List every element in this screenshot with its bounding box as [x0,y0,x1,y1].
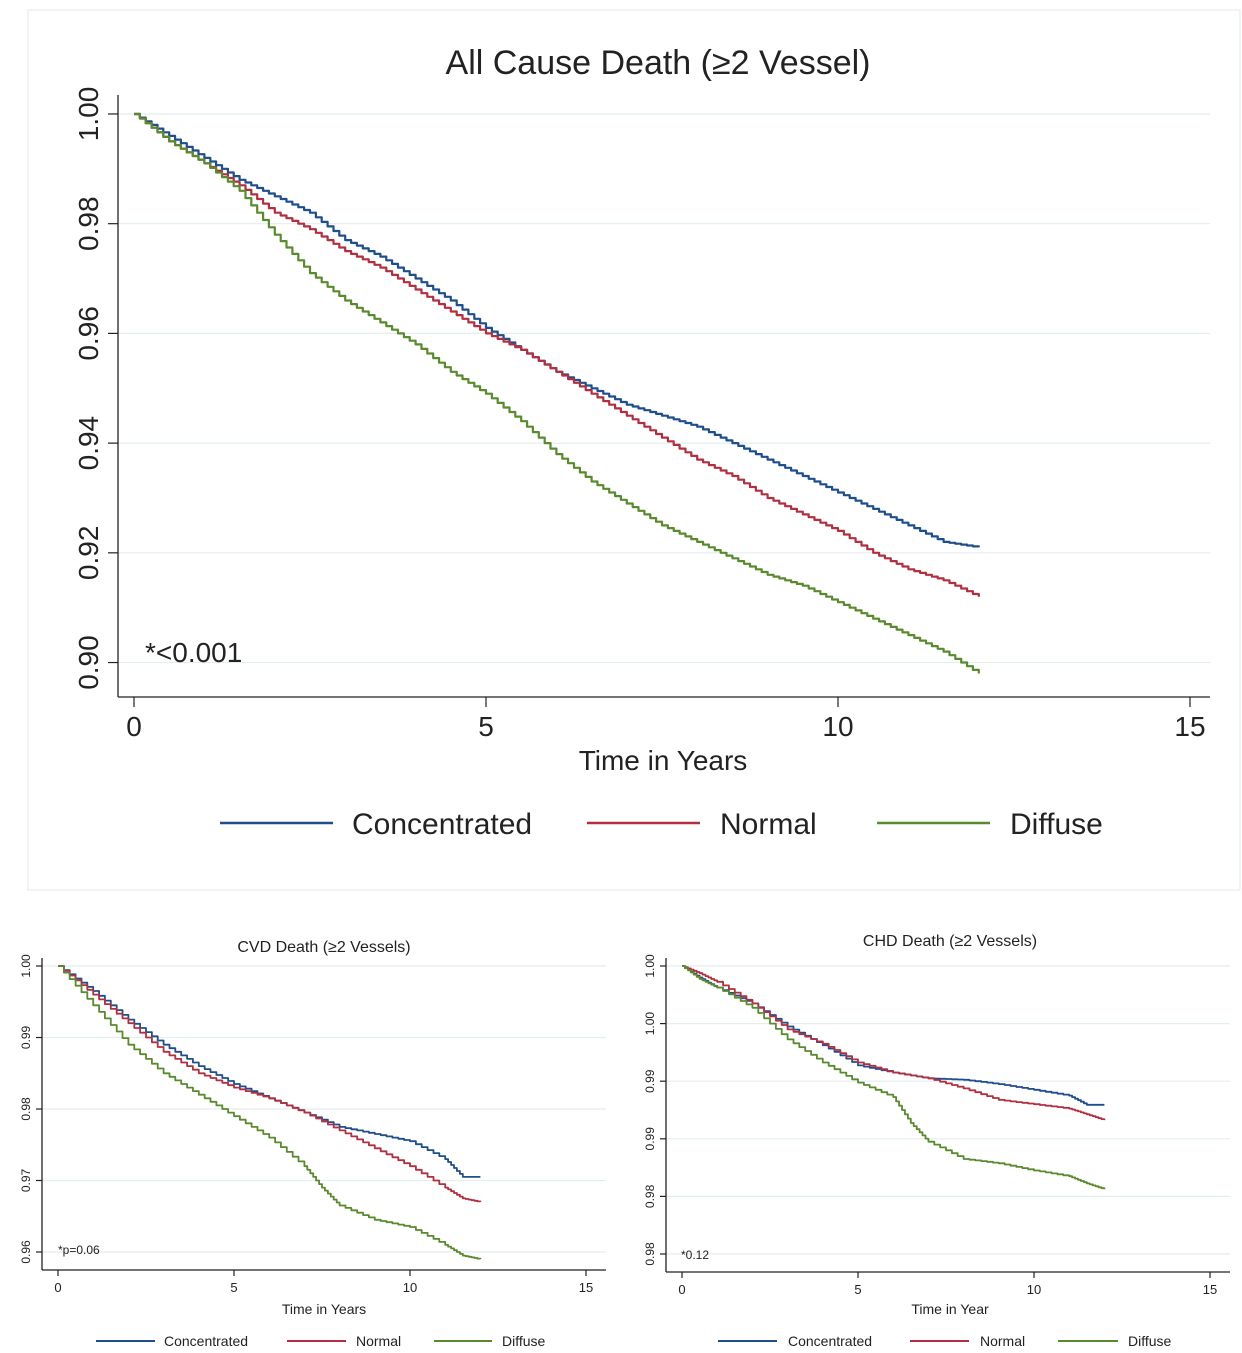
y-tick-label: 0.99 [19,1025,33,1049]
y-tick-label: 1.00 [73,87,104,142]
plot-area: 0.98 0.98 0.99 0.99 1.00 1.00 0 5 10 15 [643,954,1230,1297]
y-tick-label: 0.98 [643,1184,657,1208]
legend-label-diffuse: Diffuse [1128,1333,1172,1349]
y-tick-label: 0.96 [19,1240,33,1264]
chart-title: CHD Death (≥2 Vessels) [863,933,1037,950]
x-axis-label: Time in Year [911,1301,989,1317]
annotation: *p=0.06 [58,1243,100,1257]
series-line-normal [58,965,482,1203]
all-cause-death-chart: All Cause Death (≥2 Vessel) 0.90 0.92 0.94… [27,9,1241,891]
series-line-diffuse [134,112,980,674]
legend-label-normal: Normal [980,1333,1025,1349]
x-tick-label: 10 [403,1280,417,1295]
legend: Concentrated Normal Diffuse [220,808,1103,841]
annotation: *0.12 [681,1248,709,1262]
legend-label-concentrated: Concentrated [788,1333,872,1349]
cvd-death-chart: CVD Death (≥2 Vessels) 0.96 0.97 0.98 0.99 1… [19,939,606,1349]
y-tick-label: 0.96 [73,306,104,361]
x-tick-label: 10 [822,711,853,742]
x-tick-label: 15 [1203,1282,1217,1297]
x-tick-label: 5 [230,1280,237,1295]
series-line-concentrated [58,965,481,1178]
series-line-normal [134,112,980,597]
chd-death-chart: CHD Death (≥2 Vessels) 0.98 0.98 0.99 0.99 1… [643,933,1230,1349]
y-tick-label: 1.00 [643,1012,657,1036]
annotation: *<0.001 [145,637,242,668]
series-line-normal [682,965,1106,1121]
x-tick-label: 5 [854,1282,861,1297]
x-tick-label: 0 [54,1280,61,1295]
y-tick-label: 1.00 [19,954,33,978]
y-tick-label: 0.98 [643,1242,657,1266]
x-tick-label: 15 [579,1280,593,1295]
x-tick-label: 0 [678,1282,685,1297]
y-tick-label: 0.97 [19,1168,33,1192]
legend: Concentrated Normal Diffuse [718,1333,1172,1349]
legend-label-normal: Normal [720,808,817,841]
series-line-concentrated [682,965,1105,1106]
plot-area: 0.96 0.97 0.98 0.99 1.00 0 5 10 15 [19,954,606,1295]
legend-label-concentrated: Concentrated [164,1333,248,1349]
y-tick-label: 0.99 [643,1069,657,1093]
legend-label-diffuse: Diffuse [1010,808,1103,841]
x-axis-label: Time in Years [579,745,748,776]
legend-label-diffuse: Diffuse [502,1333,546,1349]
legend-label-normal: Normal [356,1333,401,1349]
x-tick-label: 0 [126,711,142,742]
y-tick-label: 1.00 [643,954,657,978]
y-tick-label: 0.90 [73,635,104,690]
legend-label-concentrated: Concentrated [352,808,532,841]
x-tick-label: 15 [1174,711,1205,742]
series-line-diffuse [682,965,1106,1190]
plot-area: 0.90 0.92 0.94 0.96 0.98 1.00 0 5 10 15 [73,87,1210,742]
y-tick-label: 0.98 [73,196,104,251]
y-tick-label: 0.92 [73,526,104,581]
x-tick-label: 5 [478,711,494,742]
y-tick-label: 0.99 [643,1127,657,1151]
x-axis-label: Time in Years [282,1301,366,1317]
series-line-diffuse [58,965,482,1260]
chart-title: All Cause Death (≥2 Vessel) [446,44,871,82]
legend: Concentrated Normal Diffuse [96,1333,546,1349]
y-tick-label: 0.94 [73,416,104,471]
chart-title: CVD Death (≥2 Vessels) [237,939,410,956]
chart-frame [27,9,1241,891]
x-tick-label: 10 [1027,1282,1041,1297]
y-tick-label: 0.98 [19,1097,33,1121]
